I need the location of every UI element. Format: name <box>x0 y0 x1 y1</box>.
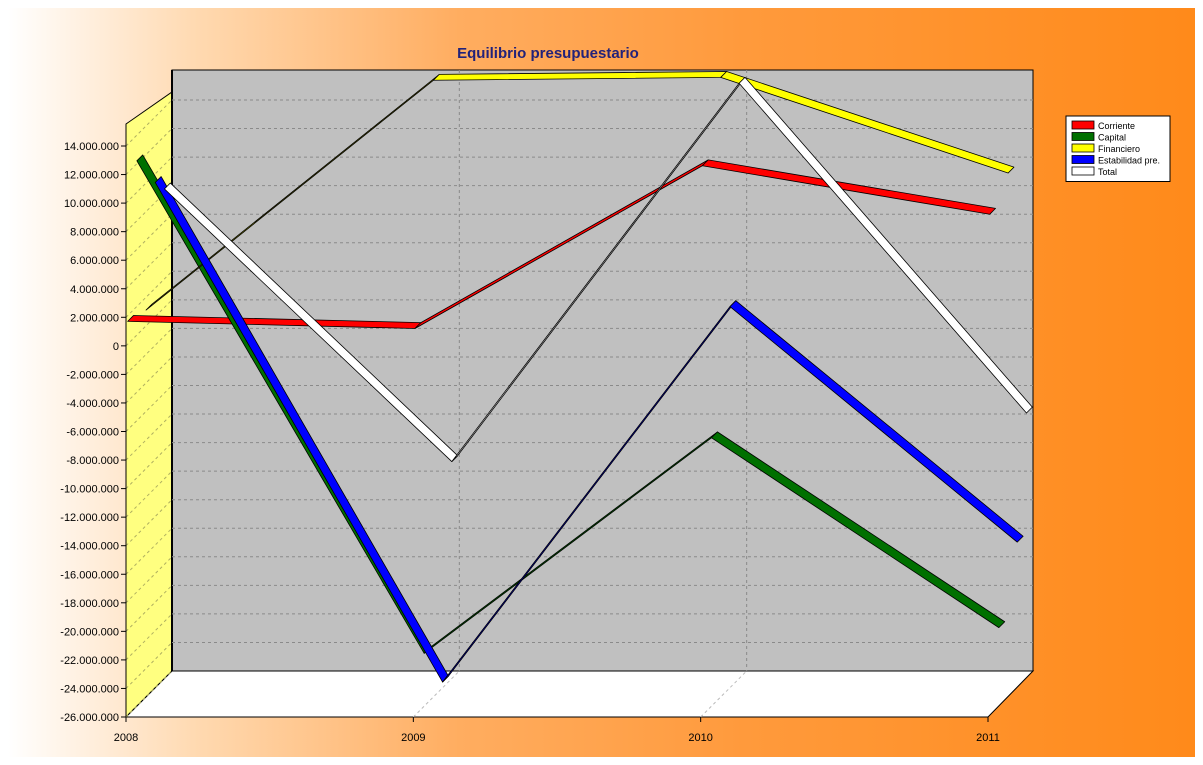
series-total <box>164 76 1033 462</box>
legend-label: Corriente <box>1098 121 1135 131</box>
series-estabilidad-pre <box>154 176 1024 683</box>
series-corriente <box>127 159 996 329</box>
back-wall <box>171 69 1034 672</box>
x-tick-label: 2010 <box>688 732 712 744</box>
y-tick-label: 0 <box>113 341 119 353</box>
y-tick-label: 14.000.000 <box>64 141 119 153</box>
y-tick-label: -26.000.000 <box>60 712 119 724</box>
y-tick-label: -2.000.000 <box>66 369 119 381</box>
y-tick-label: 12.000.000 <box>64 170 119 182</box>
y-tick-label: 4.000.000 <box>70 284 119 296</box>
y-tick-label: -14.000.000 <box>60 541 119 553</box>
series-segment <box>711 431 1006 629</box>
y-tick-label: -10.000.000 <box>60 484 119 496</box>
y-tick-label: -6.000.000 <box>66 427 119 439</box>
y-tick-label: 8.000.000 <box>70 227 119 239</box>
legend-swatch <box>1071 166 1095 176</box>
y-tick-label: -16.000.000 <box>60 569 119 581</box>
legend-swatch <box>1071 143 1095 153</box>
y-tick-label: -24.000.000 <box>60 683 119 695</box>
y-tick-label: -8.000.000 <box>66 455 119 467</box>
y-tick-label: 6.000.000 <box>70 255 119 267</box>
line-chart: -26.000.000 -24.000.000 -22.000.000 -20.000… <box>60 45 1171 744</box>
legend-label: Capital <box>1098 133 1126 143</box>
x-tick-label: 2009 <box>401 732 425 744</box>
y-tick-label: -12.000.000 <box>60 512 119 524</box>
legend-swatch <box>1071 155 1095 164</box>
series-financiero <box>145 71 1015 311</box>
series-segment <box>720 71 1015 174</box>
y-tick-label: -18.000.000 <box>60 598 119 610</box>
series-segment <box>738 76 1033 414</box>
y-tick-label: 2.000.000 <box>70 312 119 324</box>
legend-swatch <box>1071 120 1095 130</box>
floor <box>124 670 1035 718</box>
x-tick-label: 2008 <box>114 732 138 744</box>
legend-label: Estabilidad pre. <box>1098 156 1160 166</box>
legend-label: Total <box>1098 167 1117 177</box>
y-tick-label: -4.000.000 <box>66 398 119 410</box>
y-tick-label: -22.000.000 <box>60 655 119 667</box>
y-tick-label: 10.000.000 <box>64 198 119 210</box>
x-tick-label: 2011 <box>976 732 1000 744</box>
series-segment <box>729 300 1024 543</box>
legend-swatch <box>1071 132 1095 141</box>
legend-label: Financiero <box>1098 144 1140 154</box>
y-tick-label: -20.000.000 <box>60 626 119 638</box>
series-segment <box>701 159 996 215</box>
chart-frame: -26.000.000 -24.000.000 -22.000.000 -20.000… <box>8 8 1195 757</box>
chart-title: Equilibrio presupuestario <box>457 45 639 62</box>
